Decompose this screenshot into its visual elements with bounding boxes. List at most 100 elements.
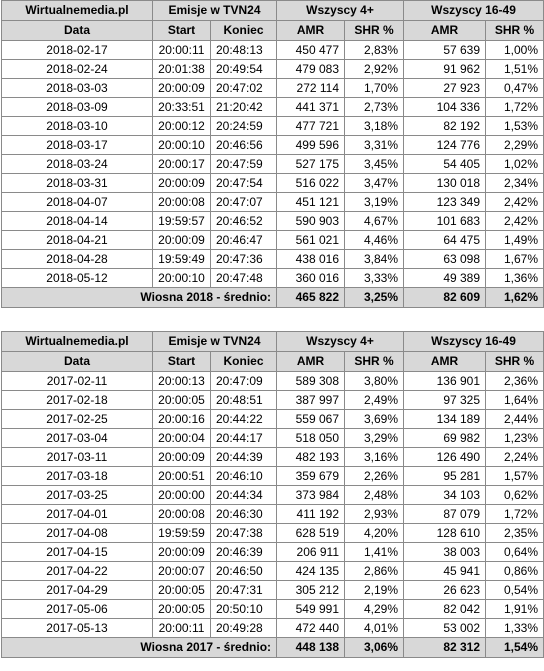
table-row: 2017-05-06 20:00:05 20:50:10 549 991 4,29% 82… [1, 599, 544, 619]
cell-shr-16-49: 1,91% [485, 599, 544, 619]
cell-end: 20:44:22 [209, 409, 278, 429]
header-amr: AMR [276, 351, 346, 372]
cell-shr-4plus: 4,01% [344, 618, 405, 638]
average-row: Wiosna 2017 - średnio: 448 138 3,06% 82 312… [0, 637, 544, 658]
cell-end: 20:46:10 [209, 466, 278, 486]
cell-start: 20:00:12 [152, 116, 211, 136]
cell-amr-16-49: 126 490 [403, 447, 487, 467]
cell-date: 2018-04-21 [1, 230, 153, 250]
cell-end: 20:47:07 [209, 192, 278, 212]
average-row: Wiosna 2018 - średnio: 465 822 3,25% 82 609… [0, 287, 544, 308]
cell-shr-16-49: 1,33% [485, 618, 544, 638]
cell-date: 2017-02-11 [1, 371, 153, 391]
table-body-2017: Wirtualnemedia.pl Emisje w TVN24 Wszyscy… [0, 331, 544, 658]
cell-start: 20:00:10 [152, 135, 211, 155]
header-source: Wirtualnemedia.pl [1, 0, 153, 21]
table-row: 2017-02-18 20:00:05 20:48:51 387 997 2,49% 97… [1, 390, 544, 410]
header-amr: AMR [276, 20, 346, 41]
cell-date: 2017-03-11 [1, 447, 153, 467]
header-row-groups: Wirtualnemedia.pl Emisje w TVN24 Wszyscy… [1, 0, 544, 21]
table-row: 2018-02-24 20:01:38 20:49:54 479 083 2,92% 91… [1, 59, 544, 79]
table-row: 2018-03-17 20:00:10 20:46:56 499 596 3,31% 12… [1, 135, 544, 155]
table-row: 2017-03-18 20:00:51 20:46:10 359 679 2,26% 95… [1, 466, 544, 486]
cell-end: 20:44:39 [209, 447, 278, 467]
cell-shr-4plus: 4,29% [344, 599, 405, 619]
cell-shr-16-49: 2,44% [485, 409, 544, 429]
header-shr: SHR % [485, 351, 544, 372]
cell-date: 2017-02-18 [1, 390, 153, 410]
cell-amr-4plus: 549 991 [276, 599, 346, 619]
cell-amr-4plus: 206 911 [276, 542, 346, 562]
cell-amr-16-49: 45 941 [403, 561, 487, 581]
header-group-4plus: Wszyscy 4+ [276, 0, 405, 21]
cell-shr-16-49: 1,53% [485, 116, 544, 136]
table-row: 2017-04-15 20:00:09 20:46:39 206 911 1,41% 38… [1, 542, 544, 562]
table-row: 2018-02-17 20:00:11 20:48:13 450 477 2,83% 57… [1, 40, 544, 60]
average-label: Wiosna 2018 - średnio: [0, 287, 278, 308]
cell-amr-4plus: 479 083 [276, 59, 346, 79]
cell-date: 2017-03-18 [1, 466, 153, 486]
average-shr-4plus: 3,06% [344, 637, 405, 658]
cell-start: 20:00:08 [152, 504, 211, 524]
cell-amr-4plus: 272 114 [276, 78, 346, 98]
cell-end: 20:46:39 [209, 542, 278, 562]
cell-shr-4plus: 3,80% [344, 371, 405, 391]
cell-end: 20:47:36 [209, 249, 278, 269]
cell-end: 20:47:09 [209, 371, 278, 391]
cell-amr-4plus: 359 679 [276, 466, 346, 486]
cell-amr-16-49: 57 639 [403, 40, 487, 60]
cell-amr-4plus: 441 371 [276, 97, 346, 117]
cell-end: 20:46:30 [209, 504, 278, 524]
cell-amr-4plus: 472 440 [276, 618, 346, 638]
cell-date: 2018-04-07 [1, 192, 153, 212]
cell-shr-16-49: 2,35% [485, 523, 544, 543]
cell-shr-4plus: 2,73% [344, 97, 405, 117]
cell-end: 21:20:42 [209, 97, 278, 117]
cell-shr-16-49: 0,64% [485, 542, 544, 562]
cell-shr-4plus: 3,18% [344, 116, 405, 136]
header-date: Data [1, 351, 153, 372]
cell-end: 20:46:50 [209, 561, 278, 581]
table-row: 2017-05-13 20:00:11 20:49:28 472 440 4,01% 53… [1, 618, 544, 638]
header-amr: AMR [403, 20, 487, 41]
cell-start: 20:00:09 [152, 78, 211, 98]
table-row: 2018-03-31 20:00:09 20:47:54 516 022 3,47% 13… [1, 173, 544, 193]
header-row-groups: Wirtualnemedia.pl Emisje w TVN24 Wszyscy… [1, 331, 544, 352]
cell-amr-16-49: 49 389 [403, 268, 487, 288]
cell-start: 20:00:05 [152, 599, 211, 619]
cell-amr-16-49: 27 923 [403, 78, 487, 98]
cell-shr-4plus: 3,47% [344, 173, 405, 193]
header-end: Koniec [209, 20, 278, 41]
cell-end: 20:47:38 [209, 523, 278, 543]
cell-end: 20:48:51 [209, 390, 278, 410]
cell-end: 20:46:47 [209, 230, 278, 250]
cell-start: 20:00:08 [152, 192, 211, 212]
cell-start: 20:00:09 [152, 542, 211, 562]
cell-date: 2017-04-22 [1, 561, 153, 581]
table-row: 2017-04-08 19:59:59 20:47:38 628 519 4,20% 12… [1, 523, 544, 543]
cell-shr-16-49: 0,62% [485, 485, 544, 505]
cell-end: 20:50:10 [209, 599, 278, 619]
cell-amr-16-49: 123 349 [403, 192, 487, 212]
table-body-2018: Wirtualnemedia.pl Emisje w TVN24 Wszyscy… [0, 0, 544, 308]
cell-shr-4plus: 4,46% [344, 230, 405, 250]
cell-shr-16-49: 1,36% [485, 268, 544, 288]
cell-amr-4plus: 477 721 [276, 116, 346, 136]
cell-start: 19:59:49 [152, 249, 211, 269]
cell-shr-4plus: 3,45% [344, 154, 405, 174]
cell-amr-4plus: 589 308 [276, 371, 346, 391]
cell-amr-16-49: 95 281 [403, 466, 487, 486]
header-end: Koniec [209, 351, 278, 372]
cell-shr-4plus: 1,70% [344, 78, 405, 98]
cell-amr-16-49: 91 962 [403, 59, 487, 79]
table-row: 2017-03-11 20:00:09 20:44:39 482 193 3,16% 12… [1, 447, 544, 467]
cell-amr-4plus: 518 050 [276, 428, 346, 448]
cell-shr-16-49: 1,51% [485, 59, 544, 79]
cell-date: 2018-03-09 [1, 97, 153, 117]
cell-shr-16-49: 2,42% [485, 211, 544, 231]
cell-start: 20:00:05 [152, 390, 211, 410]
header-emissions: Emisje w TVN24 [151, 0, 278, 21]
cell-date: 2017-03-25 [1, 485, 153, 505]
cell-date: 2017-04-08 [1, 523, 153, 543]
cell-start: 20:00:13 [152, 371, 211, 391]
